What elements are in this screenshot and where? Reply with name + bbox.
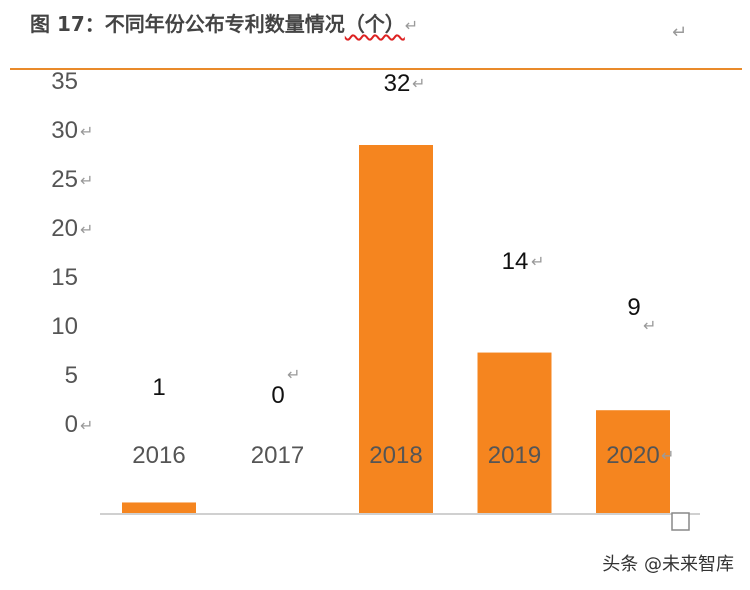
paragraph-mark-icon: ↵ <box>80 171 93 190</box>
y-tick-5: 5 <box>65 362 78 389</box>
resize-handle-icon <box>671 512 690 531</box>
paragraph-mark-icon: ↵ <box>643 316 656 335</box>
paragraph-mark-icon: ↵ <box>287 365 300 384</box>
x-tick-2020: 2020 <box>606 442 659 469</box>
y-tick-20: 20 <box>51 215 78 242</box>
return-mark-icon: ↵ <box>672 22 688 43</box>
chart-title-text: 图 17：不同年份公布专利数量情况 <box>30 12 345 36</box>
data-label-2017: 0 <box>271 382 284 409</box>
paragraph-mark-icon: ↵ <box>80 416 93 435</box>
watermark: 头条 @未来智库 <box>602 554 734 575</box>
paragraph-mark-icon: ↵ <box>531 252 544 271</box>
data-label-2018: 32 <box>384 70 411 97</box>
bar-2019 <box>477 352 552 514</box>
y-tick-35: 35 <box>51 68 78 95</box>
x-tick-2016: 2016 <box>132 442 185 469</box>
data-label-2019: 14 <box>502 248 529 275</box>
x-tick-2018: 2018 <box>369 442 422 469</box>
y-tick-25: 25 <box>51 166 78 193</box>
data-label-2016: 1 <box>152 374 165 401</box>
paragraph-mark-icon: ↵ <box>661 446 674 465</box>
bar-2018 <box>359 145 433 514</box>
y-tick-30: 30 <box>51 117 78 144</box>
bar-2016 <box>122 502 196 514</box>
x-tick-2017: 2017 <box>251 442 304 469</box>
title-divider <box>10 68 742 70</box>
y-tick-10: 10 <box>51 313 78 340</box>
chart-title-unit: （个） <box>344 12 405 36</box>
paragraph-mark-icon: ↵ <box>412 74 425 93</box>
paragraph-mark-icon: ↵ <box>80 122 93 141</box>
data-label-2020: 9 <box>627 294 640 321</box>
y-tick-15: 15 <box>51 264 78 291</box>
x-tick-2019: 2019 <box>488 442 541 469</box>
chart-title: 图 17：不同年份公布专利数量情况（个）↵ <box>30 8 418 37</box>
bar-2020 <box>596 410 670 514</box>
paragraph-mark-icon: ↵ <box>404 16 419 35</box>
y-tick-0: 0 <box>65 411 78 438</box>
paragraph-mark-icon: ↵ <box>80 220 93 239</box>
